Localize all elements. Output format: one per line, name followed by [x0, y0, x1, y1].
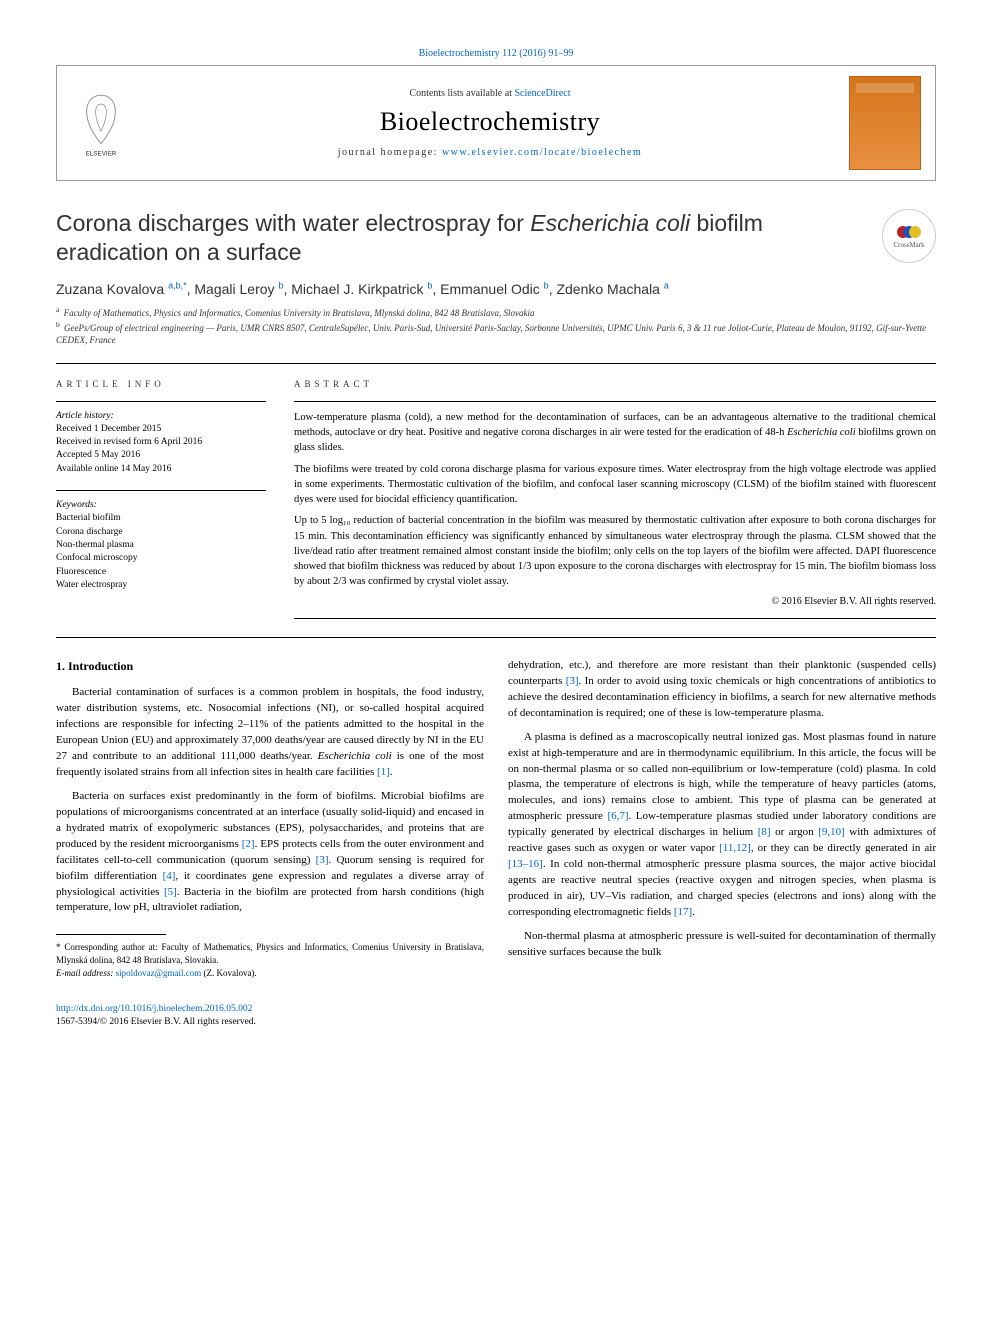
abstract-heading: ABSTRACT: [294, 378, 936, 391]
corresponding-footnote: * Corresponding author at: Faculty of Ma…: [56, 941, 484, 979]
section-heading: 1. Introduction: [56, 658, 484, 675]
body-para: dehydration, etc.), and therefore are mo…: [508, 658, 936, 722]
issn-line: 1567-5394/© 2016 Elsevier B.V. All right…: [56, 1017, 256, 1027]
journal-name: Bioelectrochemistry: [131, 107, 849, 137]
article-info: ARTICLE INFO Article history: Received 1…: [56, 378, 266, 619]
divider: [294, 618, 936, 619]
affiliation: b GeePs/Group of electrical engineering …: [56, 320, 936, 347]
doi-link[interactable]: http://dx.doi.org/10.1016/j.bioelechem.2…: [56, 1004, 252, 1014]
keywords: Keywords: Bacterial biofilm Corona disch…: [56, 499, 266, 592]
journal-header: ELSEVIER Contents lists available at Sci…: [56, 65, 936, 181]
homepage-line: journal homepage: www.elsevier.com/locat…: [131, 147, 849, 158]
affiliations: a Faculty of Mathematics, Physics and In…: [56, 305, 936, 347]
crossmark-label: CrossMark: [893, 241, 924, 249]
body-columns: 1. Introduction Bacterial contamination …: [56, 658, 936, 979]
history-item: Received in revised form 6 April 2016: [56, 437, 202, 447]
footnote-separator: [56, 934, 166, 935]
header-center: Contents lists available at ScienceDirec…: [131, 88, 849, 158]
divider: [56, 637, 936, 638]
keyword: Bacterial biofilm: [56, 513, 121, 523]
body-col-right: dehydration, etc.), and therefore are mo…: [508, 658, 936, 979]
homepage-prefix: journal homepage:: [338, 147, 442, 158]
abstract-para: The biofilms were treated by cold corona…: [294, 462, 936, 508]
copyright: © 2016 Elsevier B.V. All rights reserved…: [294, 595, 936, 610]
keywords-label: Keywords:: [56, 500, 97, 510]
author: Zuzana Kovalova a,b,*: [56, 281, 187, 297]
author: , Michael J. Kirkpatrick b: [283, 281, 432, 297]
journal-cover-thumbnail: [849, 76, 921, 170]
page: Bioelectrochemistry 112 (2016) 91–99 ELS…: [0, 0, 992, 1078]
contents-line: Contents lists available at ScienceDirec…: [131, 88, 849, 99]
email-link[interactable]: sipoldovaz@gmail.com: [116, 968, 202, 978]
top-citation: Bioelectrochemistry 112 (2016) 91–99: [56, 48, 936, 59]
abstract: ABSTRACT Low-temperature plasma (cold), …: [294, 378, 936, 619]
keyword: Corona discharge: [56, 527, 123, 537]
contents-prefix: Contents lists available at: [409, 88, 514, 99]
history-item: Received 1 December 2015: [56, 424, 161, 434]
history-label: Article history:: [56, 411, 114, 421]
keyword: Confocal microscopy: [56, 553, 138, 563]
history-item: Available online 14 May 2016: [56, 464, 171, 474]
divider: [56, 363, 936, 364]
info-abstract-row: ARTICLE INFO Article history: Received 1…: [56, 378, 936, 619]
abstract-para: Up to 5 log₁₀ reduction of bacterial con…: [294, 513, 936, 589]
body-para: Non-thermal plasma at atmospheric pressu…: [508, 929, 936, 961]
email-label: E-mail address:: [56, 968, 116, 978]
divider: [56, 401, 266, 402]
corr-text: * Corresponding author at: Faculty of Ma…: [56, 942, 484, 965]
svg-text:ELSEVIER: ELSEVIER: [86, 150, 117, 157]
history-item: Accepted 5 May 2016: [56, 450, 140, 460]
email-suffix: (Z. Kovalova).: [201, 968, 256, 978]
elsevier-logo: ELSEVIER: [71, 88, 131, 158]
title-row: Corona discharges with water electrospra…: [56, 209, 936, 267]
abstract-para: Low-temperature plasma (cold), a new met…: [294, 410, 936, 456]
homepage-link[interactable]: www.elsevier.com/locate/bioelechem: [442, 147, 642, 158]
title-pre: Corona discharges with water electrospra…: [56, 210, 530, 236]
keyword: Water electrospray: [56, 580, 127, 590]
authors: Zuzana Kovalova a,b,*, Magali Leroy b, M…: [56, 281, 936, 298]
body-para: Bacterial contamination of surfaces is a…: [56, 685, 484, 781]
body-para: A plasma is defined as a macroscopically…: [508, 730, 936, 921]
body-para: Bacteria on surfaces exist predominantly…: [56, 789, 484, 917]
divider: [294, 401, 936, 402]
author: , Magali Leroy b: [187, 281, 284, 297]
article-title: Corona discharges with water electrospra…: [56, 209, 866, 267]
divider: [56, 490, 266, 491]
sciencedirect-link[interactable]: ScienceDirect: [514, 88, 570, 99]
body-col-left: 1. Introduction Bacterial contamination …: [56, 658, 484, 979]
crossmark-badge[interactable]: CrossMark: [882, 209, 936, 263]
keyword: Non-thermal plasma: [56, 540, 134, 550]
author: , Emmanuel Odic b: [432, 281, 548, 297]
article-history: Article history: Received 1 December 201…: [56, 410, 266, 476]
top-citation-link[interactable]: Bioelectrochemistry 112 (2016) 91–99: [419, 48, 574, 59]
page-footer: http://dx.doi.org/10.1016/j.bioelechem.2…: [56, 1003, 936, 1030]
affiliation: a Faculty of Mathematics, Physics and In…: [56, 305, 936, 320]
title-italic: Escherichia coli: [530, 210, 690, 236]
author: , Zdenko Machala a: [549, 281, 669, 297]
info-heading: ARTICLE INFO: [56, 378, 266, 391]
keyword: Fluorescence: [56, 567, 106, 577]
